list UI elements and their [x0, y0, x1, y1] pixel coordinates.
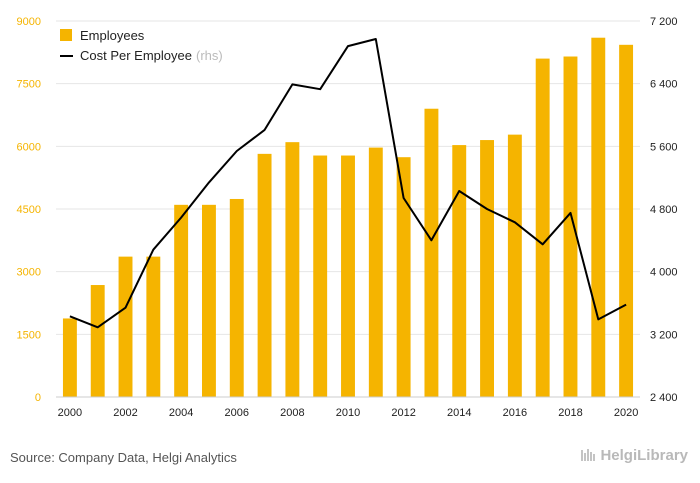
right-axis-tick-label: 4 800: [650, 204, 678, 216]
employees-bar: [368, 147, 383, 397]
right-axis-tick-label: 6 400: [650, 79, 678, 91]
employees-bar: [563, 56, 578, 398]
employees-bar: [285, 142, 300, 397]
left-axis-tick-label: 4500: [17, 204, 41, 216]
brand-name: HelgiLibrary: [600, 447, 688, 464]
employees-bar: [591, 37, 606, 397]
employees-bar: [146, 256, 161, 397]
employees-bar: [507, 134, 522, 397]
chart: 2000 2002 2004 2006 2008 2010 2012 2014 2016 2018…: [17, 16, 678, 419]
source-note: Source: Company Data, Helgi Analytics: [10, 450, 237, 465]
left-axis-tick-label: 7500: [17, 79, 41, 91]
employees-bar: [535, 58, 550, 397]
legend-series-suffix: (rhs): [196, 48, 223, 63]
x-axis-tick-label: 2020: [614, 407, 638, 419]
x-axis-tick-label: 2008: [280, 407, 304, 419]
left-axis-ticks: 0 1500 3000 4500 6000 7500 9000: [17, 16, 41, 404]
legend: Employees Cost Per Employee (rhs): [60, 28, 223, 63]
employees-bar: [202, 204, 216, 397]
x-axis-tick-label: 2018: [558, 407, 582, 419]
right-axis-tick-label: 5 600: [650, 141, 678, 153]
cost-per-employee-line: [69, 38, 627, 329]
employees-bar: [90, 285, 105, 397]
legend-swatch-employees: [60, 29, 72, 41]
employees-bar: [174, 204, 189, 397]
x-axis-tick-label: 2014: [447, 407, 471, 419]
legend-series-name: Cost Per Employee: [80, 48, 192, 63]
library-icon: [581, 449, 596, 461]
employees-bar: [257, 153, 272, 397]
x-axis-tick-label: 2006: [225, 407, 249, 419]
employees-bar: [313, 155, 328, 397]
x-axis-tick-label: 2010: [336, 407, 360, 419]
employees-bar: [341, 155, 355, 397]
employees-bar: [62, 318, 77, 397]
legend-label-employees: Employees: [80, 28, 145, 43]
right-axis-tick-label: 2 400: [650, 392, 678, 404]
left-axis-tick-label: 0: [35, 392, 41, 404]
right-axis-tick-label: 7 200: [650, 16, 678, 28]
left-axis-tick-label: 1500: [17, 329, 41, 341]
x-axis-tick-label: 2002: [113, 407, 137, 419]
x-axis-tick-label: 2004: [169, 407, 193, 419]
employees-bar: [619, 44, 634, 398]
x-axis-ticks: 2000 2002 2004 2006 2008 2010 2012 2014 2016 2018…: [58, 407, 639, 419]
right-axis-tick-label: 3 200: [650, 329, 678, 341]
brand-logo: HelgiLibrary: [580, 447, 688, 464]
employees-bar: [396, 157, 411, 397]
employees-bars: [62, 37, 634, 398]
x-axis-tick-label: 2016: [503, 407, 527, 419]
left-axis-tick-label: 6000: [17, 141, 41, 153]
employees-bar: [118, 256, 133, 397]
right-axis-ticks: 2 400 3 200 4 000 4 800 5 600 6 400 7 200: [650, 16, 678, 404]
employees-bar: [424, 108, 439, 397]
right-axis-tick-label: 4 000: [650, 267, 678, 279]
legend-label-cost-per-employee: Cost Per Employee (rhs): [80, 48, 223, 63]
employees-bar: [480, 140, 494, 398]
employees-bar: [452, 145, 467, 397]
x-axis-tick-label: 2012: [391, 407, 415, 419]
left-axis-tick-label: 9000: [17, 16, 41, 28]
employees-bar: [229, 198, 244, 397]
left-axis-tick-label: 3000: [17, 267, 41, 279]
x-axis-tick-label: 2000: [58, 407, 82, 419]
